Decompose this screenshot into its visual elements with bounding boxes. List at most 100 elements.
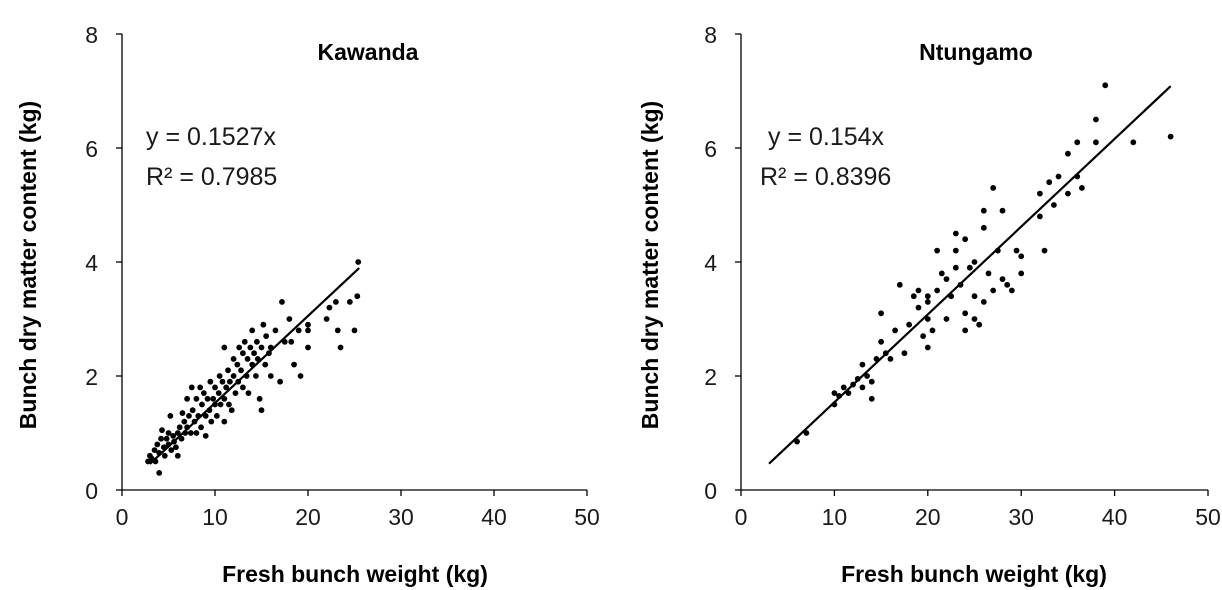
ntungamo-y-tick-label: 6 bbox=[704, 136, 717, 162]
ntungamo-x-axis-label: Fresh bunch weight (kg) bbox=[841, 561, 1107, 587]
ntungamo-data-point bbox=[1036, 190, 1043, 197]
kawanda-data-point bbox=[241, 338, 248, 345]
ntungamo-data-point bbox=[1074, 139, 1081, 146]
ntungamo-data-point bbox=[924, 344, 931, 351]
kawanda-data-point bbox=[187, 430, 194, 436]
ntungamo-data-point bbox=[980, 207, 987, 214]
ntungamo-equation: y = 0.154x bbox=[768, 123, 885, 151]
kawanda-data-point bbox=[204, 395, 211, 402]
ntungamo-data-point bbox=[1004, 281, 1011, 288]
ntungamo-data-point bbox=[901, 350, 908, 357]
kawanda-data-point bbox=[221, 395, 228, 402]
kawanda-data-point bbox=[262, 361, 269, 368]
ntungamo-data-point bbox=[962, 310, 969, 317]
kawanda-data-point bbox=[170, 432, 177, 439]
kawanda-data-point bbox=[258, 344, 265, 351]
kawanda-data-point bbox=[165, 430, 172, 436]
ntungamo-data-point bbox=[990, 185, 997, 191]
ntungamo-data-point bbox=[938, 270, 945, 277]
kawanda-data-point bbox=[208, 418, 215, 425]
kawanda-data-point bbox=[240, 384, 246, 391]
kawanda-data-point bbox=[238, 367, 244, 374]
kawanda-data-point bbox=[184, 395, 191, 402]
ntungamo-data-point bbox=[868, 395, 875, 402]
ntungamo-data-point bbox=[1079, 185, 1085, 191]
ntungamo-y-tick-label: 4 bbox=[704, 250, 717, 276]
ntungamo-data-point bbox=[1018, 253, 1025, 260]
ntungamo-data-point bbox=[924, 299, 931, 305]
kawanda-data-point bbox=[253, 373, 259, 379]
kawanda-data-point bbox=[167, 413, 174, 419]
ntungamo-data-point bbox=[1013, 247, 1020, 254]
kawanda-data-point bbox=[228, 407, 235, 414]
kawanda-data-point bbox=[247, 344, 254, 351]
kawanda-x-axis-label: Fresh bunch weight (kg) bbox=[222, 561, 488, 587]
ntungamo-data-point bbox=[952, 230, 959, 237]
ntungamo-points bbox=[794, 82, 1174, 445]
kawanda-panel: 0 10 20 30 40 50 0 2 4 6 8 Kawanda y = 0.1527x R² … bbox=[15, 22, 600, 587]
kawanda-y-tick-label: 0 bbox=[85, 478, 98, 504]
kawanda-x-tick-label: 50 bbox=[574, 504, 600, 530]
kawanda-x-tick-label: 40 bbox=[481, 504, 507, 530]
ntungamo-trendline bbox=[768, 85, 1172, 465]
ntungamo-data-point bbox=[976, 321, 983, 328]
ntungamo-data-point bbox=[1008, 287, 1015, 294]
ntungamo-data-point bbox=[1102, 82, 1109, 89]
kawanda-data-point bbox=[156, 470, 163, 476]
ntungamo-title: Ntungamo bbox=[919, 39, 1033, 65]
kawanda-data-point bbox=[163, 435, 170, 442]
ntungamo-data-point bbox=[864, 373, 870, 379]
ntungamo-data-point bbox=[934, 247, 941, 254]
ntungamo-data-point bbox=[840, 384, 847, 391]
ntungamo-data-point bbox=[990, 287, 997, 294]
ntungamo-x-tick-label: 50 bbox=[1195, 504, 1221, 530]
ntungamo-data-point bbox=[887, 356, 894, 362]
ntungamo-data-point bbox=[929, 327, 936, 334]
kawanda-data-point bbox=[213, 413, 220, 419]
kawanda-data-point bbox=[207, 378, 214, 385]
kawanda-data-point bbox=[253, 338, 260, 345]
kawanda-data-point bbox=[334, 327, 341, 334]
ntungamo-data-point bbox=[920, 333, 927, 339]
kawanda-data-point bbox=[178, 435, 185, 442]
ntungamo-x-tick-label: 0 bbox=[735, 504, 748, 530]
kawanda-x-tick-label: 20 bbox=[295, 504, 321, 530]
ntungamo-data-point bbox=[1036, 213, 1043, 220]
kawanda-data-point bbox=[355, 259, 362, 265]
ntungamo-data-point bbox=[1130, 139, 1137, 146]
ntungamo-x-tick-label: 20 bbox=[915, 504, 941, 530]
kawanda-data-point bbox=[267, 373, 274, 379]
kawanda-data-point bbox=[272, 327, 279, 334]
kawanda-x-tick-label: 10 bbox=[202, 504, 228, 530]
kawanda-data-point bbox=[326, 304, 333, 311]
kawanda-data-point bbox=[236, 344, 243, 351]
kawanda-data-point bbox=[263, 333, 270, 339]
ntungamo-data-point bbox=[971, 293, 978, 300]
ntungamo-data-point bbox=[924, 293, 931, 300]
kawanda-data-point bbox=[159, 427, 165, 434]
kawanda-data-point bbox=[151, 447, 158, 453]
ntungamo-data-point bbox=[878, 310, 884, 317]
ntungamo-data-point bbox=[868, 378, 875, 385]
ntungamo-r-squared: R² = 0.8396 bbox=[760, 163, 891, 191]
kawanda-y-tick-label: 2 bbox=[85, 364, 98, 390]
kawanda-data-point bbox=[189, 407, 196, 414]
ntungamo-y-tick-label: 0 bbox=[704, 478, 717, 504]
kawanda-title: Kawanda bbox=[318, 39, 419, 65]
kawanda-data-point bbox=[221, 418, 228, 425]
ntungamo-data-point bbox=[985, 270, 992, 277]
kawanda-data-point bbox=[186, 413, 192, 419]
kawanda-y-axis-label: Bunch dry matter content (kg) bbox=[15, 101, 41, 429]
kawanda-data-point bbox=[297, 373, 304, 379]
kawanda-data-point bbox=[279, 299, 285, 305]
kawanda-equation: y = 0.1527x bbox=[146, 123, 276, 151]
kawanda-data-point bbox=[223, 384, 230, 391]
kawanda-data-point bbox=[173, 444, 179, 451]
ntungamo-x-tick-label: 40 bbox=[1102, 504, 1128, 530]
kawanda-data-point bbox=[226, 378, 233, 385]
ntungamo-data-point bbox=[924, 316, 931, 322]
kawanda-data-point bbox=[230, 373, 237, 379]
kawanda-y-tick-label: 8 bbox=[85, 22, 98, 48]
ntungamo-x-tick-label: 10 bbox=[822, 504, 848, 530]
ntungamo-data-point bbox=[1046, 179, 1053, 186]
